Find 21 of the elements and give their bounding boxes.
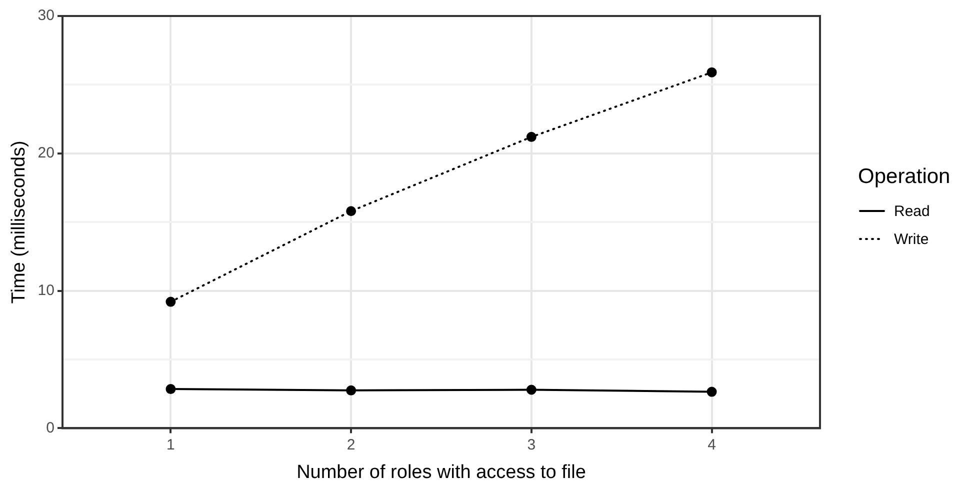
point — [346, 206, 356, 216]
point — [526, 132, 536, 142]
x-tick-label: 1 — [166, 436, 175, 454]
y-tick-label: 0 — [46, 419, 54, 436]
point — [706, 386, 717, 397]
x-tick-label: 4 — [708, 436, 716, 454]
x-tick-label: 2 — [346, 436, 356, 454]
point — [526, 384, 536, 395]
point — [166, 384, 176, 394]
legend-title: Operation — [858, 165, 950, 189]
x-tick-label: 3 — [527, 436, 536, 454]
point — [166, 296, 176, 307]
x-axis-title: Number of roles with access to file — [296, 462, 586, 483]
y-tick-label: 30 — [38, 7, 54, 24]
y-tick-label: 20 — [38, 144, 54, 162]
legend-label: Read — [894, 202, 930, 220]
point — [706, 67, 717, 78]
y-tick-label: 10 — [38, 282, 54, 299]
y-axis-title: Time (milliseconds) — [8, 140, 30, 304]
legend-label: Write — [894, 230, 929, 248]
point — [346, 385, 356, 396]
